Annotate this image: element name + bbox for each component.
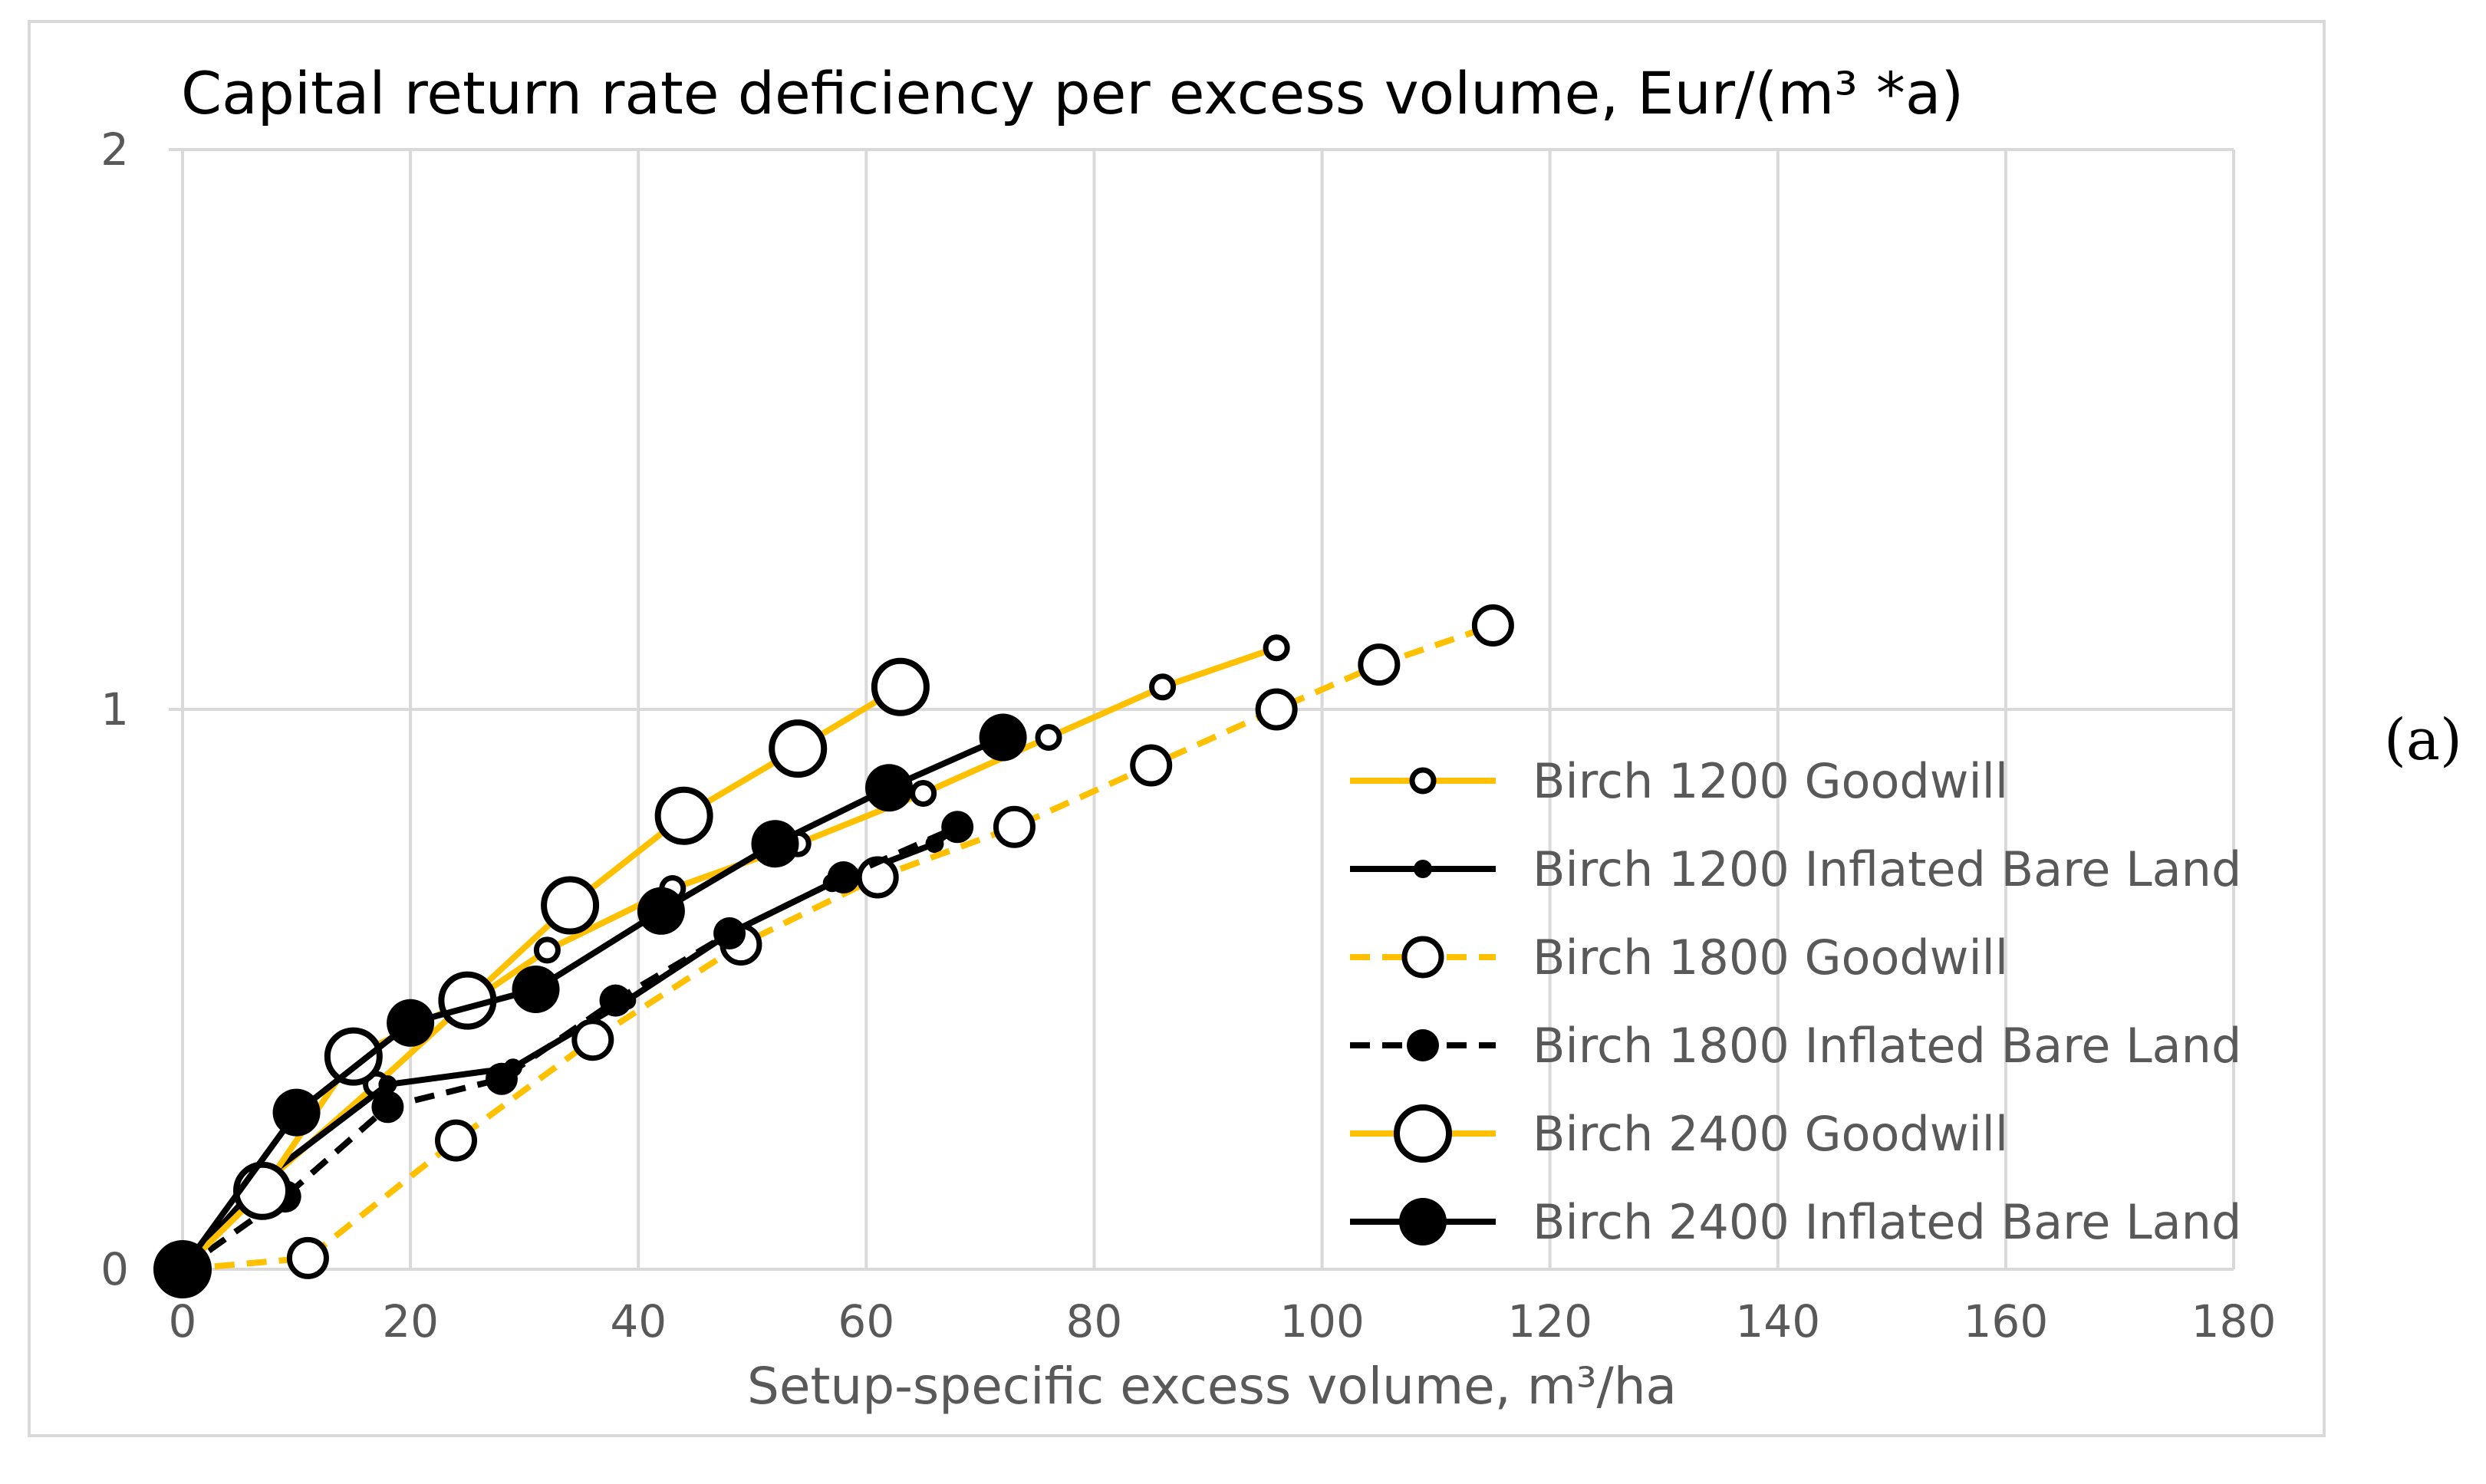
data-point [654, 786, 713, 845]
data-point [865, 764, 914, 812]
data-point [371, 1091, 404, 1124]
legend-label: Birch 1800 Goodwill [1533, 930, 2008, 985]
x-tick-label: 100 [1279, 1295, 1365, 1347]
x-tick-label: 60 [838, 1295, 894, 1347]
x-tick-label: 140 [1735, 1295, 1820, 1347]
data-point [979, 713, 1027, 762]
series-line [179, 734, 1005, 1272]
data-point [1130, 744, 1173, 787]
legend-entry: Birch 1800 Goodwill [1350, 930, 2008, 985]
legend-label: Birch 2400 Inflated Bare Land [1533, 1194, 2241, 1250]
data-point [435, 1119, 478, 1162]
legend-marker [1399, 1198, 1447, 1245]
data-point [485, 1062, 518, 1095]
legend-entry: Birch 1800 Inflated Bare Land [1350, 1018, 2241, 1074]
data-point [324, 1027, 383, 1086]
y-tick-label: 2 [100, 123, 129, 176]
data-point [1149, 673, 1177, 701]
data-point [159, 1245, 206, 1293]
legend-label: Birch 1200 Goodwill [1533, 753, 2008, 809]
data-point [533, 936, 561, 964]
data-point [1471, 604, 1514, 647]
legend-entry: Birch 2400 Goodwill [1350, 1104, 2008, 1163]
x-tick-label: 0 [169, 1295, 197, 1347]
data-point [769, 719, 828, 778]
x-tick-label: 40 [610, 1295, 667, 1347]
y-tick-label: 1 [100, 683, 129, 735]
data-point [387, 999, 435, 1047]
data-point [827, 861, 860, 893]
legend-entry: Birch 2400 Inflated Bare Land [1350, 1194, 2241, 1250]
legend-marker [1394, 1104, 1452, 1163]
data-point [378, 1075, 397, 1094]
series-6 [159, 713, 1027, 1293]
legend-marker [1401, 936, 1444, 979]
legend-label: Birch 2400 Goodwill [1533, 1106, 2008, 1162]
legend-marker [1407, 1029, 1439, 1061]
y-tick-label: 0 [100, 1243, 129, 1295]
data-point [599, 984, 632, 1017]
data-point [993, 805, 1036, 848]
x-tick-label: 120 [1507, 1295, 1592, 1347]
panel-label: (a) [2384, 707, 2462, 773]
legend-marker [1414, 860, 1432, 878]
legend-entry: Birch 1200 Goodwill [1350, 753, 2008, 809]
data-point [713, 917, 746, 949]
data-point [541, 876, 600, 935]
data-point [910, 780, 937, 807]
data-point [751, 820, 799, 868]
data-point [637, 887, 685, 935]
legend: Birch 1200 Goodwill Birch 1200 Inflated B… [1350, 753, 2241, 1250]
series-line [180, 824, 959, 1272]
data-point [1255, 688, 1298, 731]
data-point [1263, 634, 1290, 662]
x-axis-label: Setup-specific excess volume, m³/ha [747, 1357, 1677, 1416]
data-point [1035, 724, 1062, 751]
data-point [512, 966, 560, 1013]
data-point [941, 811, 974, 844]
legend-entry: Birch 1200 Inflated Bare Land [1350, 841, 2241, 897]
legend-label: Birch 1800 Inflated Bare Land [1533, 1018, 2241, 1074]
data-point [286, 1236, 329, 1279]
grid-layer [169, 148, 2235, 1271]
legend-marker [1409, 767, 1437, 795]
data-point [232, 1161, 291, 1220]
data-point [871, 657, 930, 716]
tick-layer: 0 20 40 60 80 100 120 140 160 180 0 1 2 [100, 123, 2276, 1347]
x-tick-label: 80 [1066, 1295, 1123, 1347]
series-5 [153, 657, 930, 1298]
data-point [272, 1088, 321, 1137]
x-tick-label: 160 [1964, 1295, 2049, 1347]
data-point [571, 1018, 614, 1061]
data-point [1358, 643, 1401, 686]
x-tick-label: 180 [2191, 1295, 2277, 1347]
legend-label: Birch 1200 Inflated Bare Land [1533, 841, 2241, 897]
x-tick-label: 20 [382, 1295, 439, 1347]
chart-title: Capital return rate deficiency per exces… [181, 59, 1964, 127]
series-layer [153, 604, 1514, 1298]
